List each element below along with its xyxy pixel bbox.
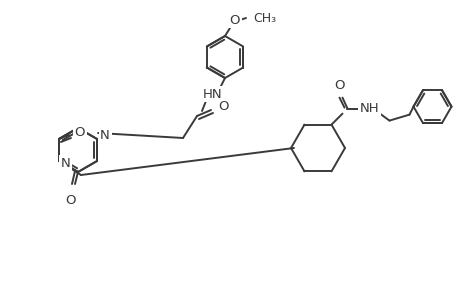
Text: N: N bbox=[100, 128, 110, 142]
Text: HN: HN bbox=[203, 88, 222, 100]
Text: CH₃: CH₃ bbox=[252, 11, 275, 25]
Text: O: O bbox=[334, 79, 344, 92]
Text: O: O bbox=[229, 14, 240, 26]
Text: O: O bbox=[66, 194, 76, 206]
Text: O: O bbox=[218, 100, 229, 112]
Text: NH: NH bbox=[359, 102, 379, 115]
Text: N: N bbox=[61, 157, 71, 169]
Text: O: O bbox=[74, 125, 85, 139]
